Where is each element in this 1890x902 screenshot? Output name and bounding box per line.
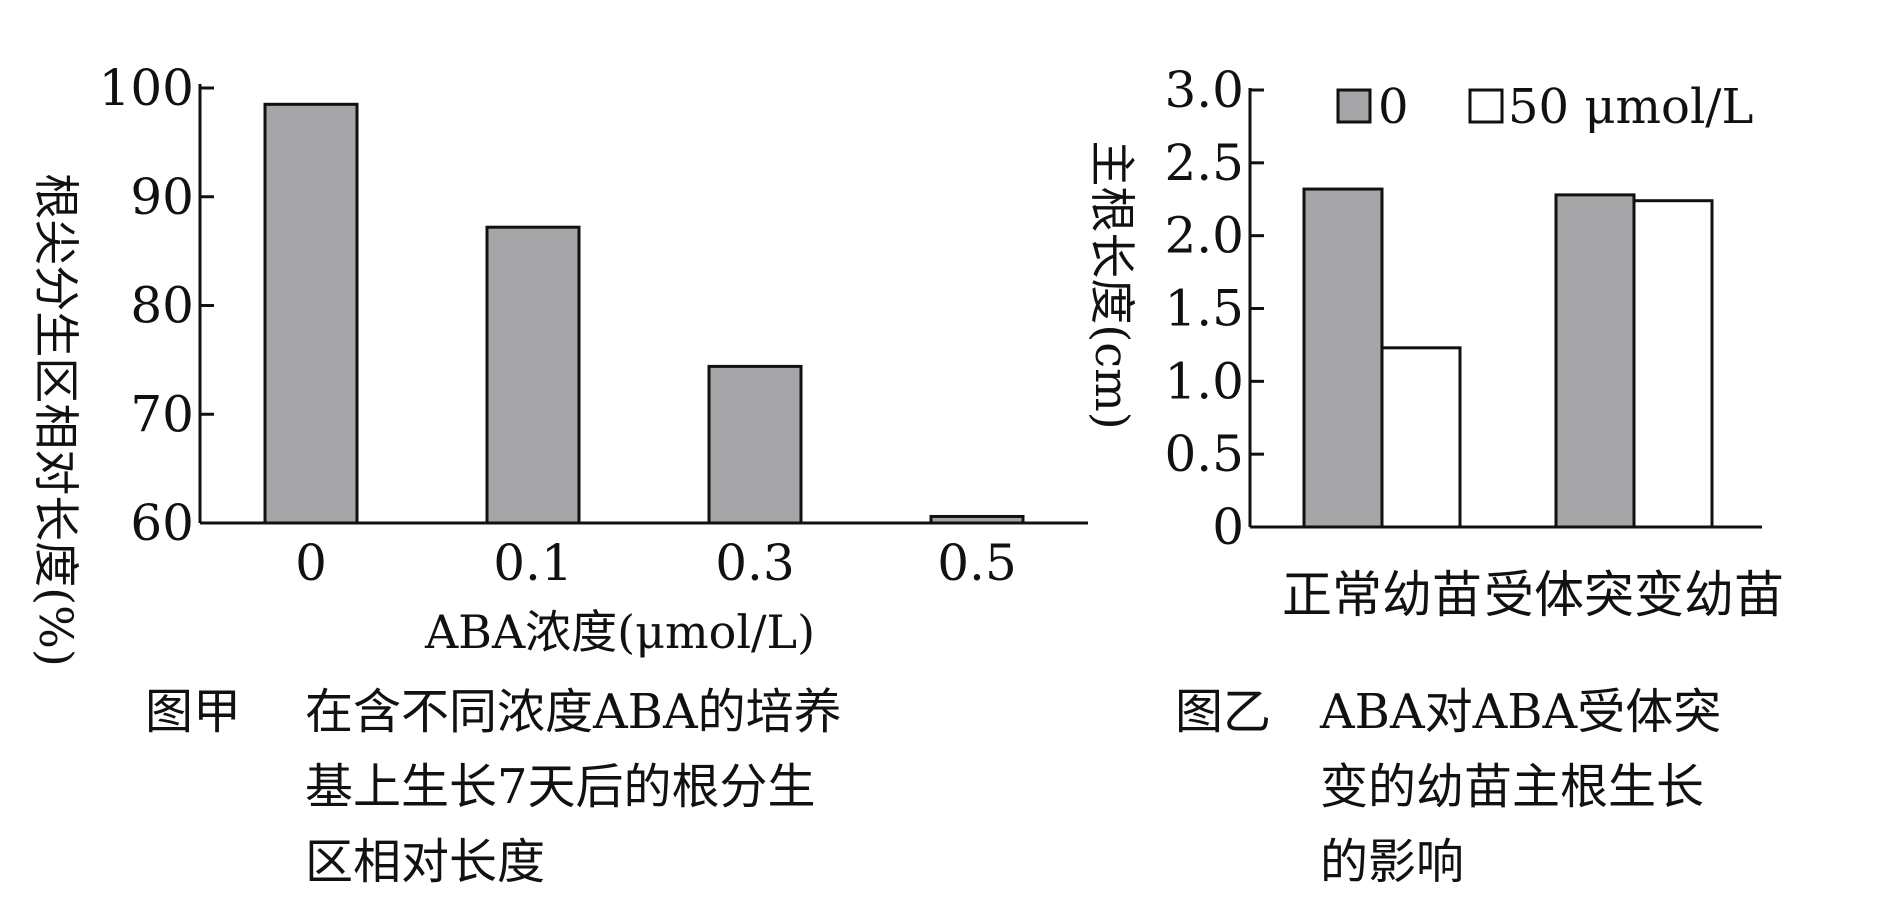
chart-a-caption-label: 图甲 xyxy=(145,684,241,740)
chart-a: 根尖分生区相对长度(%) 100 90 80 70 60 0 0.1 0.3 0.5 ABA浓… xyxy=(29,59,1088,890)
x-tick-label: 0.1 xyxy=(493,534,573,592)
y-tick-label: 90 xyxy=(130,168,194,226)
chart-b-caption-line: ABA对ABA受体突 xyxy=(1319,684,1721,740)
bar-mark xyxy=(1380,346,1462,529)
y-tick-label: 1.5 xyxy=(1164,280,1244,338)
x-tick-label: 0.3 xyxy=(715,534,795,592)
y-tick-label: 60 xyxy=(130,494,194,552)
bar-mark xyxy=(1554,193,1636,529)
chart-a-caption-line: 基上生长7天后的根分生 xyxy=(305,759,816,815)
chart-b-y-axis-title: 主根长度(cm) xyxy=(1085,140,1139,429)
y-tick-label: 3.0 xyxy=(1164,61,1244,119)
bar-mark xyxy=(707,364,803,525)
bar-mark xyxy=(263,102,359,525)
bar-mark xyxy=(1632,199,1714,529)
chart-b-caption-line: 变的幼苗主根生长 xyxy=(1320,759,1704,815)
bar-mark xyxy=(485,225,581,525)
y-tick-label: 80 xyxy=(130,277,194,335)
chart-a-caption-line: 在含不同浓度ABA的培养 xyxy=(305,684,842,740)
chart-b: 主根长度(cm) 0 50 μmol/L 3.0 2.5 2.0 1.5 1.0 0.5 0… xyxy=(1085,61,1784,890)
y-tick-label: 0 xyxy=(1212,498,1244,556)
chart-b-legend: 0 50 μmol/L xyxy=(1336,79,1753,135)
y-tick-label: 100 xyxy=(99,59,194,117)
bar-mark xyxy=(1302,187,1384,529)
chart-b-y-axis-title-text: 主根长度(cm) xyxy=(1085,140,1139,429)
x-tick-label: 受体突变幼苗 xyxy=(1484,566,1784,624)
x-tick-label: 0 xyxy=(295,534,327,592)
chart-a-y-axis-title-text: 根尖分生区相对长度(%) xyxy=(29,173,83,667)
chart-a-x-axis-title: ABA浓度(μmol/L) xyxy=(424,605,815,659)
legend-label-series-1: 50 μmol/L xyxy=(1508,79,1753,135)
chart-a-y-axis-title: 根尖分生区相对长度(%) xyxy=(29,173,83,667)
legend-swatch-series-0 xyxy=(1336,88,1372,124)
y-tick-label: 2.5 xyxy=(1164,134,1244,192)
y-tick-label: 70 xyxy=(130,385,194,443)
y-tick-label: 1.0 xyxy=(1164,352,1244,410)
chart-b-caption-line: 的影响 xyxy=(1320,834,1464,890)
x-tick-label: 0.5 xyxy=(937,534,1017,592)
y-tick-label: 0.5 xyxy=(1164,425,1244,483)
legend-swatch-series-1 xyxy=(1468,88,1504,124)
legend-label-series-0: 0 xyxy=(1378,79,1409,135)
y-tick-label: 2.0 xyxy=(1164,207,1244,265)
chart-a-caption-line: 区相对长度 xyxy=(305,834,545,890)
chart-b-caption-label: 图乙 xyxy=(1175,684,1271,740)
x-tick-label: 正常幼苗 xyxy=(1282,566,1482,624)
